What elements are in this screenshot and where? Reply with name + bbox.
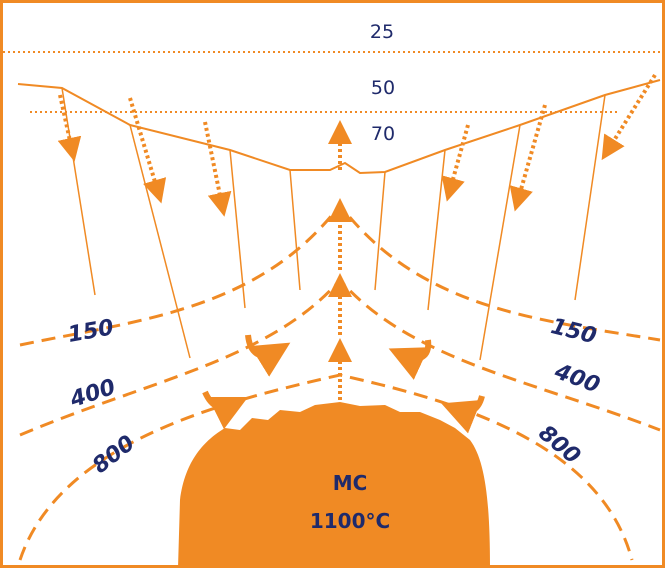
chamber-temperature: 1100°C: [310, 509, 390, 533]
chamber-label: MC: [333, 471, 368, 495]
depth-label: 70: [371, 123, 395, 145]
depth-label: 25: [370, 21, 394, 43]
depth-label: 50: [371, 77, 395, 99]
diagram: 25 50 70 150 400 800 150 400 800 MC 1100…: [0, 0, 665, 568]
